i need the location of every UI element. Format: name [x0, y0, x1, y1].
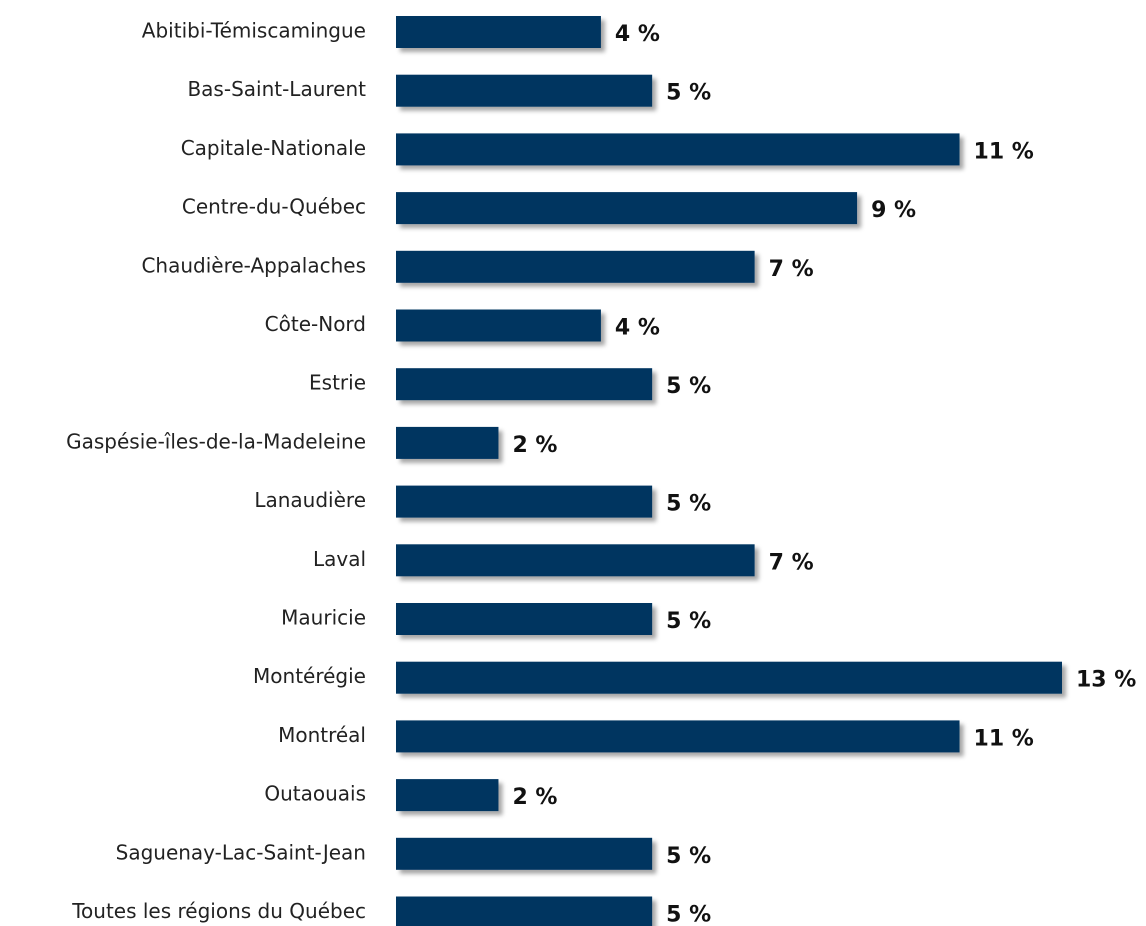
bar	[396, 720, 960, 753]
value-label: 5 %	[666, 81, 711, 106]
value-label: 5 %	[666, 903, 711, 926]
category-label: Montréal	[278, 723, 366, 747]
value-label: 2 %	[512, 785, 557, 810]
value-label: 11 %	[974, 726, 1034, 751]
category-label: Côte-Nord	[265, 312, 366, 336]
category-label: Abitibi-Témiscamingue	[142, 19, 366, 43]
category-label: Chaudière-Appalaches	[141, 253, 366, 277]
value-label: 4 %	[615, 22, 660, 47]
category-label: Toutes les régions du Québec	[71, 899, 366, 923]
category-label: Saguenay-Lac-Saint-Jean	[116, 840, 366, 864]
value-label: 13 %	[1076, 668, 1136, 693]
value-label: 5 %	[666, 492, 711, 517]
bar	[396, 603, 653, 635]
category-label: Estrie	[309, 371, 366, 395]
category-label: Gaspésie-îles-de-la-Madeleine	[66, 429, 366, 453]
value-label: 5 %	[666, 609, 711, 634]
bar	[396, 192, 858, 225]
category-label: Outaouais	[264, 782, 366, 806]
value-label: 5 %	[666, 374, 711, 399]
value-label: 7 %	[769, 550, 814, 575]
category-label: Laval	[313, 547, 366, 571]
value-label: 11 %	[974, 139, 1034, 164]
bar	[396, 250, 755, 283]
value-label: 7 %	[769, 257, 814, 282]
category-label: Montérégie	[253, 664, 366, 688]
category-label: Bas-Saint-Laurent	[187, 77, 366, 101]
bar	[396, 16, 601, 48]
bar	[396, 779, 499, 812]
category-label: Lanaudière	[254, 488, 366, 512]
bar	[396, 74, 653, 107]
category-label: Mauricie	[281, 606, 366, 630]
bar	[396, 661, 1062, 694]
bar	[396, 485, 653, 518]
bar	[396, 837, 653, 870]
value-label: 4 %	[615, 316, 660, 341]
bar	[396, 896, 653, 926]
bar	[396, 544, 755, 577]
value-label: 5 %	[666, 844, 711, 869]
bar	[396, 309, 601, 342]
category-label: Capitale-Nationale	[181, 136, 366, 160]
bar	[396, 133, 960, 166]
bar	[396, 368, 653, 401]
value-label: 2 %	[512, 433, 557, 458]
category-label: Centre-du-Québec	[182, 195, 366, 219]
bar	[396, 426, 499, 459]
value-label: 9 %	[871, 198, 916, 223]
